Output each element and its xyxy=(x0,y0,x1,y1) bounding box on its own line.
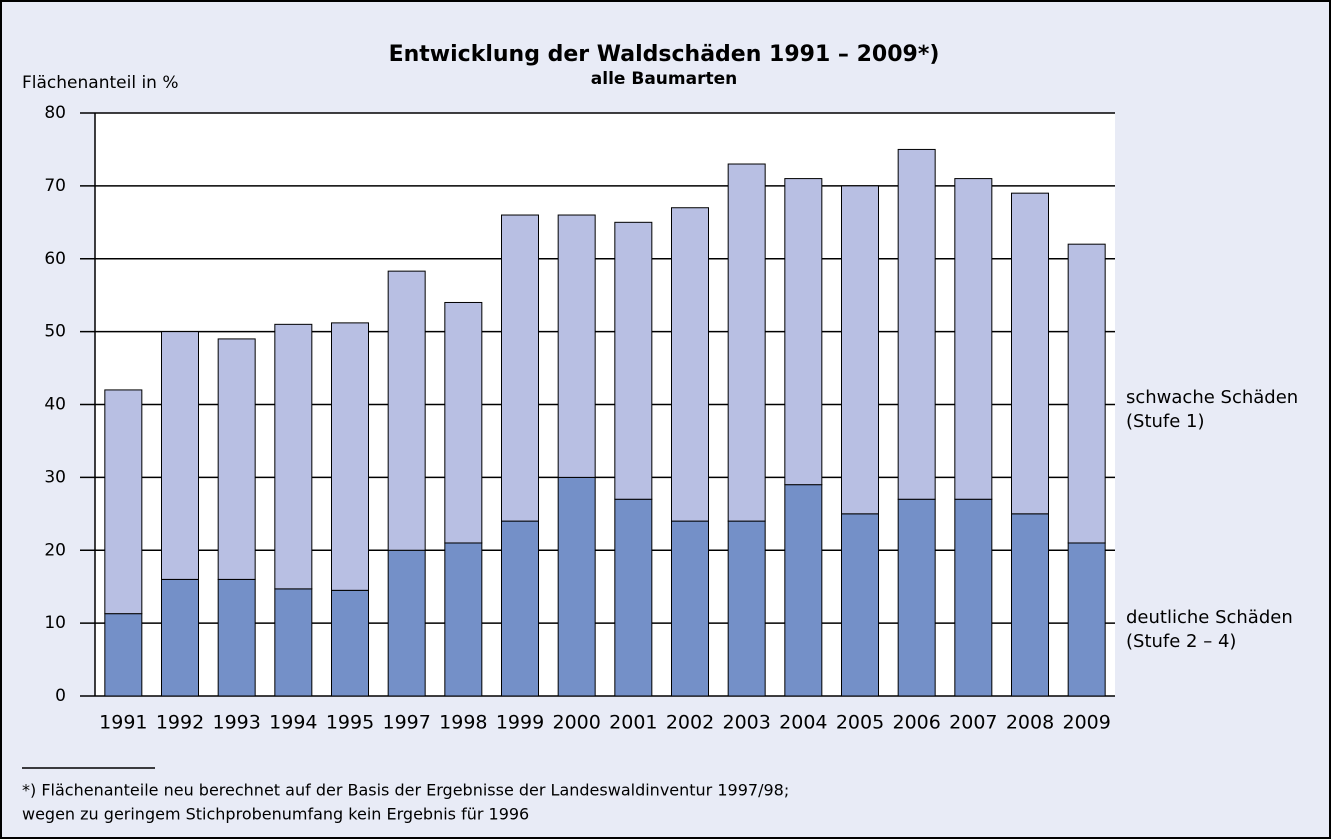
x-tick-label: 1993 xyxy=(212,712,260,734)
bar-segment xyxy=(1067,243,1106,544)
y-axis-label: Flächenanteil in % xyxy=(22,73,179,93)
x-tick-label: 1995 xyxy=(326,712,374,734)
bar-segment xyxy=(274,588,313,697)
y-tick-label: 50 xyxy=(44,322,66,342)
bar-segment xyxy=(161,331,199,580)
bar-segment xyxy=(387,270,426,551)
bar-segment xyxy=(444,301,483,544)
y-tick-label: 20 xyxy=(44,540,66,560)
x-tick-label: 1991 xyxy=(99,712,147,734)
bar-segment xyxy=(1011,513,1049,697)
bar-segment xyxy=(217,578,256,697)
bar-segment xyxy=(954,178,993,500)
x-tick-label: 2002 xyxy=(666,712,714,734)
x-tick-label: 2000 xyxy=(552,712,600,734)
bar-segment xyxy=(557,214,596,478)
bar-segment xyxy=(1011,192,1049,515)
x-tick-label: 1998 xyxy=(439,712,487,734)
bar-segment xyxy=(104,389,143,615)
y-tick-label: 10 xyxy=(44,613,66,633)
footnote: *) Flächenanteile neu berechnet auf der … xyxy=(22,781,789,800)
bar-segment xyxy=(331,589,369,697)
y-tick-label: 0 xyxy=(55,686,66,706)
bar-segment xyxy=(784,484,823,697)
bar-segment xyxy=(217,338,256,580)
bar-segment xyxy=(1067,542,1106,697)
bar-segment xyxy=(444,542,483,697)
x-tick-label: 2003 xyxy=(722,712,770,734)
bar-segment xyxy=(671,520,709,697)
bar-segment xyxy=(274,323,313,590)
footnote: wegen zu geringem Stichprobenumfang kein… xyxy=(22,805,529,824)
bar-segment xyxy=(331,322,369,591)
chart-title: Entwicklung der Waldschäden 1991 – 2009*… xyxy=(389,42,940,67)
bar-segment xyxy=(104,613,143,697)
y-tick-label: 70 xyxy=(44,176,66,196)
bar-segment xyxy=(784,178,823,486)
chart-subtitle: alle Baumarten xyxy=(591,69,737,89)
bar-segment xyxy=(501,214,539,522)
x-tick-label: 1994 xyxy=(269,712,317,734)
y-tick-label: 80 xyxy=(44,103,66,123)
x-tick-label: 1997 xyxy=(382,712,430,734)
bar-segment xyxy=(614,221,653,500)
x-tick-label: 2001 xyxy=(609,712,657,734)
legend-label: schwache Schäden (Stufe 1) xyxy=(1126,387,1298,432)
bar-segment xyxy=(954,498,993,697)
y-tick-label: 40 xyxy=(44,395,66,415)
bar-segment xyxy=(557,476,596,697)
x-tick-label: 1999 xyxy=(496,712,544,734)
x-tick-label: 2006 xyxy=(892,712,940,734)
bar-segment xyxy=(387,549,426,697)
x-tick-label: 1992 xyxy=(156,712,204,734)
x-tick-label: 2008 xyxy=(1006,712,1054,734)
x-tick-label: 2009 xyxy=(1062,712,1110,734)
bar-segment xyxy=(841,513,879,697)
legend-label: deutliche Schäden (Stufe 2 – 4) xyxy=(1126,607,1293,652)
bar-segment xyxy=(897,148,936,500)
bar-segment xyxy=(841,185,879,515)
y-tick-label: 60 xyxy=(44,249,66,269)
bar-segment xyxy=(727,520,766,697)
x-tick-label: 2004 xyxy=(779,712,827,734)
bar-segment xyxy=(161,578,199,697)
x-tick-label: 2005 xyxy=(836,712,884,734)
bar-segment xyxy=(727,163,766,522)
bar-segment xyxy=(897,498,936,697)
bar-segment xyxy=(671,207,709,522)
bar-segment xyxy=(614,498,653,697)
bar-segment xyxy=(501,520,539,697)
x-tick-label: 2007 xyxy=(949,712,997,734)
y-tick-label: 30 xyxy=(44,467,66,487)
